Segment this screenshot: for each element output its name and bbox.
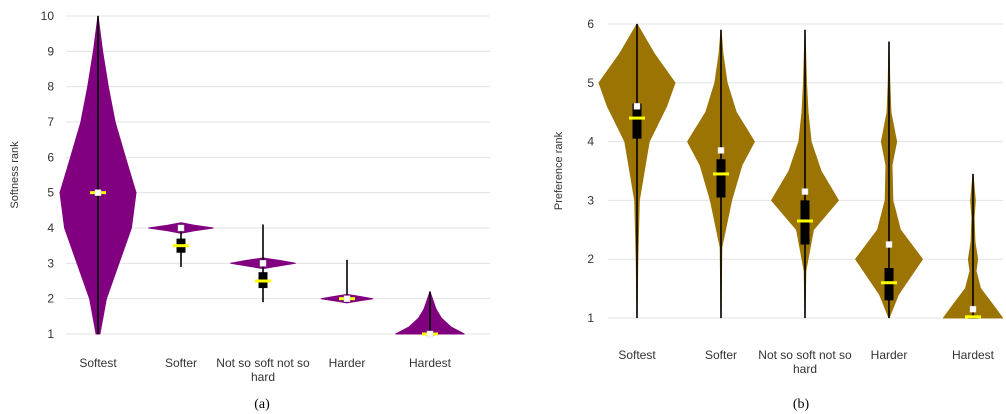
y-tick-label: 5 (47, 186, 54, 200)
mean-marker (969, 305, 977, 313)
median-marker (797, 219, 813, 223)
mean-marker (717, 147, 725, 154)
median-marker (629, 116, 645, 120)
y-tick-label: 4 (587, 135, 594, 149)
x-category-label: Harder (871, 348, 908, 362)
mean-marker (94, 189, 102, 196)
x-category-label-line: Harder (871, 348, 908, 362)
iqr-box (632, 103, 642, 139)
x-category-label-line: Softest (79, 356, 117, 370)
y-tick-label: 2 (587, 252, 594, 266)
y-tick-label: 8 (47, 80, 54, 94)
y-tick-label: 10 (41, 9, 55, 23)
iqr-box (716, 159, 726, 198)
x-category-label: Harder (329, 356, 366, 370)
x-category-label: Hardest (952, 348, 995, 362)
median-marker (881, 281, 897, 285)
mean-marker (259, 260, 267, 267)
x-category-label-line: Harder (329, 356, 366, 370)
x-category-label-line: Softest (618, 348, 656, 362)
mean-marker (633, 103, 641, 110)
x-category-label-line: Softer (705, 348, 737, 362)
mean-marker (177, 224, 185, 232)
mean-marker (801, 188, 809, 195)
x-category-label: Softest (79, 356, 117, 370)
panel-label: (b) (793, 397, 810, 412)
x-category-label: Softer (165, 356, 197, 370)
y-tick-label: 6 (47, 150, 54, 164)
panel-b: 1 2 3 4 5 6 Preference rank Softest Softer Not so… (553, 17, 1004, 412)
y-tick-label: 9 (47, 44, 54, 58)
x-category-label: Not so soft not so hard (216, 356, 310, 384)
y-tick-label: 7 (47, 115, 54, 129)
mean-marker (343, 295, 351, 302)
x-category-label-line: Not so soft not so (758, 348, 852, 362)
median-marker (965, 315, 981, 319)
x-category-label: Not so soft not so hard (758, 348, 852, 376)
panel-label: (a) (254, 397, 270, 412)
x-category-label-line: hard (793, 362, 817, 376)
x-category-label-line: Softer (165, 356, 197, 370)
x-category-label: Softer (705, 348, 737, 362)
x-category-label-line: Not so soft not so (216, 356, 310, 370)
median-marker (255, 279, 271, 283)
mean-marker (885, 241, 893, 248)
x-category-label-line: Hardest (409, 356, 452, 370)
y-tick-label: 5 (587, 76, 594, 90)
median-marker (713, 172, 729, 176)
y-tick-label: 3 (587, 193, 594, 207)
panel-a: 1 2 3 4 5 6 7 8 9 10 Softness rank Softest Softer Not… (9, 9, 490, 412)
y-tick-label: 3 (47, 256, 54, 270)
x-category-label-line: hard (251, 370, 275, 384)
x-category-label: Hardest (409, 356, 452, 370)
y-tick-label: 4 (47, 221, 54, 235)
y-tick-label: 2 (47, 292, 54, 306)
median-marker (173, 244, 189, 248)
x-category-label-line: Hardest (952, 348, 995, 362)
y-tick-label: 1 (47, 327, 54, 341)
y-tick-label: 6 (587, 17, 594, 31)
x-category-label: Softest (618, 348, 656, 362)
y-tick-label: 1 (587, 311, 594, 325)
y-axis-label: Preference rank (553, 131, 565, 210)
mean-marker (426, 330, 434, 338)
y-axis-label: Softness rank (9, 141, 21, 209)
